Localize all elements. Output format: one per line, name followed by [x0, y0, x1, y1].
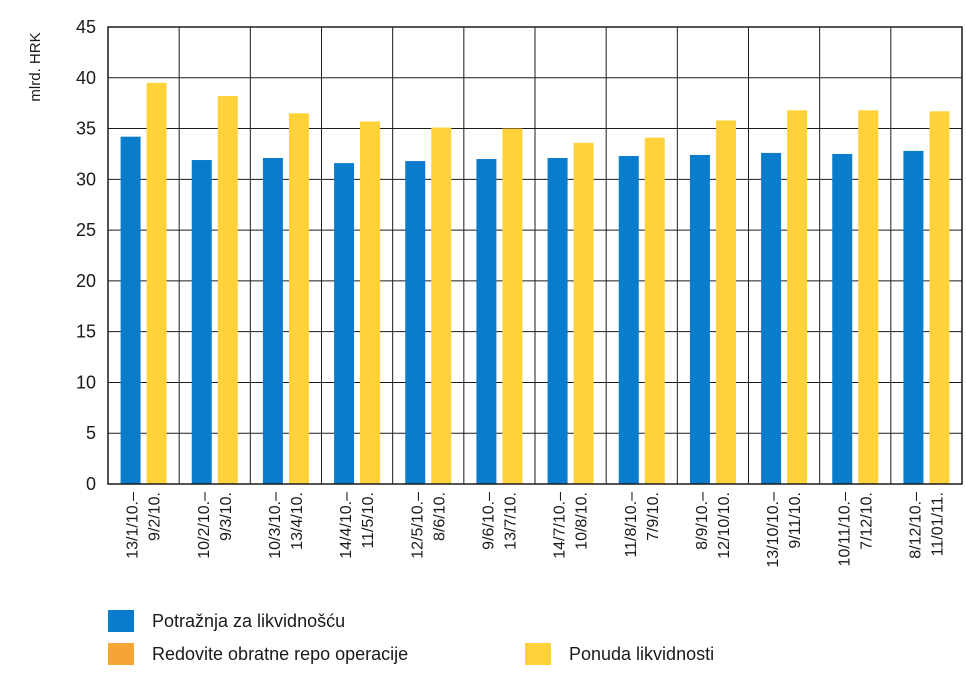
x-tick-label-line: 10/11/10.– — [836, 492, 853, 567]
bar-series-0 — [334, 163, 355, 484]
bar-series-2 — [929, 111, 950, 485]
x-tick-label-line: 14/4/10.– — [338, 492, 355, 559]
x-tick-label-line: 13/1/10.– — [125, 492, 142, 559]
x-tick-label-line: 9/6/10.– — [480, 492, 497, 550]
y-tick-labels: 0 5 10 15 20 25 30 35 40 45 — [76, 17, 96, 494]
x-tick-label: 8/12/10.– 11/01/11. — [907, 492, 946, 559]
bar-series-0 — [262, 158, 283, 485]
x-tick-label: 13/1/10.– 9/2/10. — [125, 492, 164, 559]
x-tick-label: 12/5/10.– 8/6/10. — [409, 492, 448, 559]
bar-series-0 — [191, 160, 212, 484]
x-tick-label: 14/7/10.– 10/8/10. — [552, 492, 591, 559]
x-tick-label: 8/9/10.– 12/10/10. — [694, 492, 733, 559]
bars — [120, 82, 950, 485]
y-tick-label: 45 — [76, 17, 96, 37]
y-tick-label: 10 — [76, 372, 96, 392]
y-axis-label: mlrd. HRK — [27, 32, 44, 101]
y-tick-label: 40 — [76, 68, 96, 88]
legend-item-demand: Potražnja za likvidnošću — [108, 610, 345, 632]
x-tick-label-line: 14/7/10.– — [552, 492, 569, 559]
y-tick-label: 25 — [76, 220, 96, 240]
bar-series-0 — [405, 161, 426, 484]
y-tick-label: 35 — [76, 119, 96, 139]
legend-item-supply: Ponuda likvidnosti — [525, 643, 714, 665]
x-tick-label-line: 10/3/10.– — [267, 492, 284, 559]
x-tick-label-line: 8/9/10.– — [694, 492, 711, 550]
bar-chart: 0 5 10 15 20 25 30 35 40 45 13/1/10.– 9/2/10. 10/2/… — [27, 17, 963, 568]
x-tick-label: 10/3/10.– 13/4/10. — [267, 492, 306, 559]
y-tick-label: 30 — [76, 169, 96, 189]
bar-series-2 — [715, 120, 736, 484]
x-tick-label-line: 9/3/10. — [218, 492, 235, 541]
bar-series-0 — [618, 155, 639, 484]
y-tick-label: 15 — [76, 322, 96, 342]
y-tick-label: 20 — [76, 271, 96, 291]
x-tick-label: 9/6/10.– 13/7/10. — [480, 492, 519, 550]
x-tick-label-line: 13/10/10.– — [765, 492, 782, 568]
bar-series-2 — [573, 142, 594, 485]
x-tick-label-line: 9/11/10. — [787, 492, 804, 549]
legend-swatch-supply — [525, 643, 551, 665]
x-tick-label-line: 7/9/10. — [645, 492, 662, 541]
bar-series-2 — [217, 96, 238, 485]
x-tick-label-line: 9/2/10. — [147, 492, 164, 541]
x-tick-label-line: 13/4/10. — [289, 492, 306, 550]
bar-series-2 — [787, 110, 808, 484]
bar-series-0 — [903, 150, 924, 485]
bar-series-0 — [689, 154, 710, 484]
x-tick-label-line: 11/01/11. — [929, 492, 946, 556]
x-tick-label: 13/10/10.– 9/11/10. — [765, 492, 804, 568]
y-tick-label: 5 — [86, 423, 96, 443]
bar-series-2 — [858, 110, 879, 484]
x-tick-label-line: 13/7/10. — [502, 492, 519, 550]
bar-series-2 — [360, 121, 381, 485]
x-tick-label: 10/2/10.– 9/3/10. — [196, 492, 235, 559]
grid-lines — [108, 26, 962, 485]
bar-series-2 — [146, 82, 167, 484]
bar-series-2 — [644, 137, 665, 484]
x-tick-label-line: 10/2/10.– — [196, 492, 213, 559]
legend-swatch-repo — [108, 643, 134, 665]
y-tick-label: 0 — [86, 474, 96, 494]
legend-label-supply: Ponuda likvidnosti — [569, 643, 715, 664]
bar-series-0 — [476, 159, 497, 484]
x-tick-label-line: 10/8/10. — [574, 492, 591, 550]
bar-series-0 — [547, 158, 568, 485]
x-tick-label: 14/4/10.– 11/5/10. — [338, 492, 377, 559]
legend-label-demand: Potražnja za likvidnošću — [152, 610, 346, 631]
x-tick-label-line: 12/5/10.– — [409, 492, 426, 559]
bar-series-0 — [120, 136, 141, 484]
plot-frame — [107, 26, 963, 485]
x-tick-label-line: 11/8/10.– — [623, 492, 640, 558]
x-tick-label-line: 12/10/10. — [716, 492, 733, 559]
bar-series-0 — [832, 153, 853, 484]
x-tick-label-line: 11/5/10. — [360, 492, 377, 549]
bar-series-2 — [502, 128, 523, 485]
bar-series-2 — [431, 127, 452, 484]
legend-swatch-demand — [108, 610, 134, 632]
bar-series-2 — [288, 113, 309, 485]
legend-item-repo: Redovite obratne repo operacije — [108, 643, 408, 665]
legend-label-repo: Redovite obratne repo operacije — [152, 643, 409, 664]
x-tick-label: 10/11/10.– 7/12/10. — [836, 492, 875, 567]
x-tick-labels: 13/1/10.– 9/2/10. 10/2/10.– 9/3/10. 10/3/10.… — [125, 492, 947, 568]
x-tick-label-line: 8/6/10. — [431, 492, 448, 541]
x-tick-label-line: 8/12/10.– — [907, 492, 924, 559]
x-tick-label-line: 7/12/10. — [858, 492, 875, 550]
bar-series-0 — [761, 152, 782, 484]
x-tick-label: 11/8/10.– 7/9/10. — [623, 492, 662, 558]
